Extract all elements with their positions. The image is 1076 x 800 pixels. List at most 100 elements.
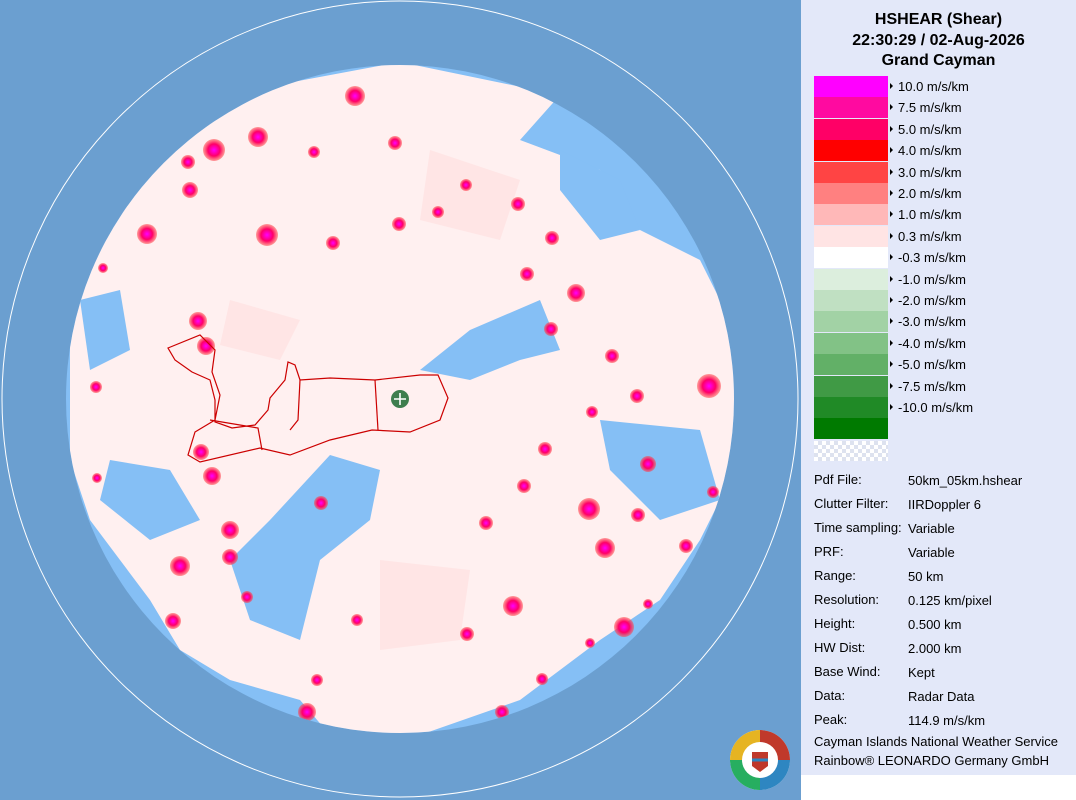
legend-row: -0.3 m/s/km — [814, 247, 1076, 269]
legend-label: -2.0 m/s/km — [898, 293, 966, 308]
legend-tick-icon — [890, 168, 893, 175]
legend-row: 3.0 m/s/km — [814, 161, 1076, 183]
legend-row: 7.5 m/s/km — [814, 97, 1076, 119]
legend-row: -10.0 m/s/km — [814, 397, 1076, 418]
info-key: HW Dist: — [814, 640, 866, 655]
legend-row: -7.5 m/s/km — [814, 375, 1076, 397]
legend-tick-icon — [890, 297, 893, 303]
legend-label: -1.0 m/s/km — [898, 271, 966, 287]
info-value: Variable — [908, 521, 955, 536]
legend-label: 10.0 m/s/km — [898, 79, 969, 94]
info-key: Peak: — [814, 712, 848, 727]
info-key: Range: — [814, 568, 856, 583]
legend-tick-icon — [890, 147, 893, 154]
legend-label: 1.0 m/s/km — [898, 207, 962, 223]
legend-swatch — [814, 140, 888, 162]
legend-tick-icon — [890, 190, 893, 196]
info-value: 0.125 km/pixel — [908, 593, 992, 608]
legend-row: 0.3 m/s/km — [814, 225, 1076, 247]
info-key: Height: — [814, 616, 856, 631]
legend-tick-icon — [890, 339, 893, 346]
credit-nws: Cayman Islands National Weather Service — [814, 734, 1058, 749]
legend-swatch — [814, 311, 888, 333]
legend-row: 10.0 m/s/km — [814, 76, 1076, 97]
legend-row: 4.0 m/s/km — [814, 140, 1076, 162]
legend-tick-icon — [890, 211, 893, 218]
legend-swatch — [814, 161, 888, 183]
legend-label: 4.0 m/s/km — [898, 143, 962, 159]
legend-label: 2.0 m/s/km — [898, 186, 962, 201]
info-value: 2.000 km — [908, 641, 962, 656]
info-value: 0.500 km — [908, 617, 962, 632]
legend-swatch — [814, 290, 888, 311]
info-key: Time sampling: — [814, 520, 902, 535]
cayman-islands-logo — [730, 730, 790, 790]
legend-nodata-swatch — [814, 441, 888, 461]
legend-swatch — [814, 375, 888, 397]
legend-swatch — [814, 204, 888, 226]
site-name: Grand Cayman — [881, 52, 996, 69]
product-title: HSHEAR (Shear) — [874, 11, 1003, 28]
legend-row — [814, 418, 1076, 440]
legend-row: -4.0 m/s/km — [814, 332, 1076, 354]
legend-row: 2.0 m/s/km — [814, 183, 1076, 204]
credit-rainbow: Rainbow® LEONARDO Germany GmbH — [814, 753, 1049, 768]
legend-label: -3.0 m/s/km — [898, 314, 966, 330]
info-value: Kept — [908, 665, 935, 680]
info-value: Variable — [908, 545, 955, 560]
radar-map[interactable] — [0, 0, 800, 800]
radar-site-icon[interactable] — [391, 390, 409, 408]
legend-label: 5.0 m/s/km — [898, 121, 962, 137]
info-value: Radar Data — [908, 689, 975, 704]
info-key: Pdf File: — [814, 472, 862, 487]
legend-swatch — [814, 268, 888, 290]
legend-tick-icon — [890, 361, 893, 368]
legend-label: 3.0 m/s/km — [898, 164, 962, 180]
legend-label: 0.3 m/s/km — [898, 228, 962, 244]
legend-tick-icon — [890, 104, 893, 111]
info-key: Clutter Filter: — [814, 496, 889, 511]
legend-label: -4.0 m/s/km — [898, 335, 966, 351]
legend-row: -3.0 m/s/km — [814, 311, 1076, 333]
legend-label: -7.5 m/s/km — [898, 378, 966, 394]
legend-tick-icon — [890, 254, 893, 261]
legend-label: 7.5 m/s/km — [898, 100, 962, 116]
range-ring-outer — [1, 0, 799, 798]
legend-swatch — [814, 397, 888, 418]
timestamp: 22:30:29 / 02-Aug-2026 — [852, 32, 1025, 49]
legend-swatch — [814, 354, 888, 376]
info-value: 114.9 m/s/km — [908, 713, 986, 728]
info-value: 50 km — [908, 569, 944, 584]
legend-label: -5.0 m/s/km — [898, 357, 966, 373]
legend-swatch — [814, 332, 888, 354]
legend-row: 5.0 m/s/km — [814, 118, 1076, 140]
legend-row: 1.0 m/s/km — [814, 204, 1076, 226]
legend-tick-icon — [890, 125, 893, 132]
legend-row: -2.0 m/s/km — [814, 290, 1076, 311]
legend-swatch — [814, 183, 888, 204]
legend-tick-icon — [890, 318, 893, 325]
legend-label: -10.0 m/s/km — [898, 400, 974, 415]
panel-footer — [801, 775, 1076, 800]
legend-swatch — [814, 225, 888, 247]
coastline-grand-cayman — [167, 334, 449, 463]
legend-swatch — [814, 118, 888, 140]
legend-tick-icon — [890, 232, 893, 239]
legend-swatch — [814, 76, 888, 97]
info-panel: HSHEAR (Shear) 22:30:29 / 02-Aug-2026 Gr… — [801, 0, 1076, 775]
legend-row: -5.0 m/s/km — [814, 354, 1076, 376]
legend-swatch — [814, 97, 888, 119]
info-value: 50km_05km.hshear — [908, 473, 1023, 488]
info-key: Resolution: — [814, 592, 880, 607]
legend-row: -1.0 m/s/km — [814, 268, 1076, 290]
info-key: Data: — [814, 688, 846, 703]
legend-tick-icon — [890, 404, 893, 410]
shear-cells — [90, 86, 721, 721]
info-key: Base Wind: — [814, 664, 881, 679]
legend-label: -0.3 m/s/km — [898, 250, 966, 266]
legend-tick-icon — [890, 83, 893, 89]
legend-tick-icon — [890, 275, 893, 282]
info-value: IIRDoppler 6 — [908, 497, 981, 512]
info-key: PRF: — [814, 544, 844, 559]
legend-swatch — [814, 418, 888, 440]
